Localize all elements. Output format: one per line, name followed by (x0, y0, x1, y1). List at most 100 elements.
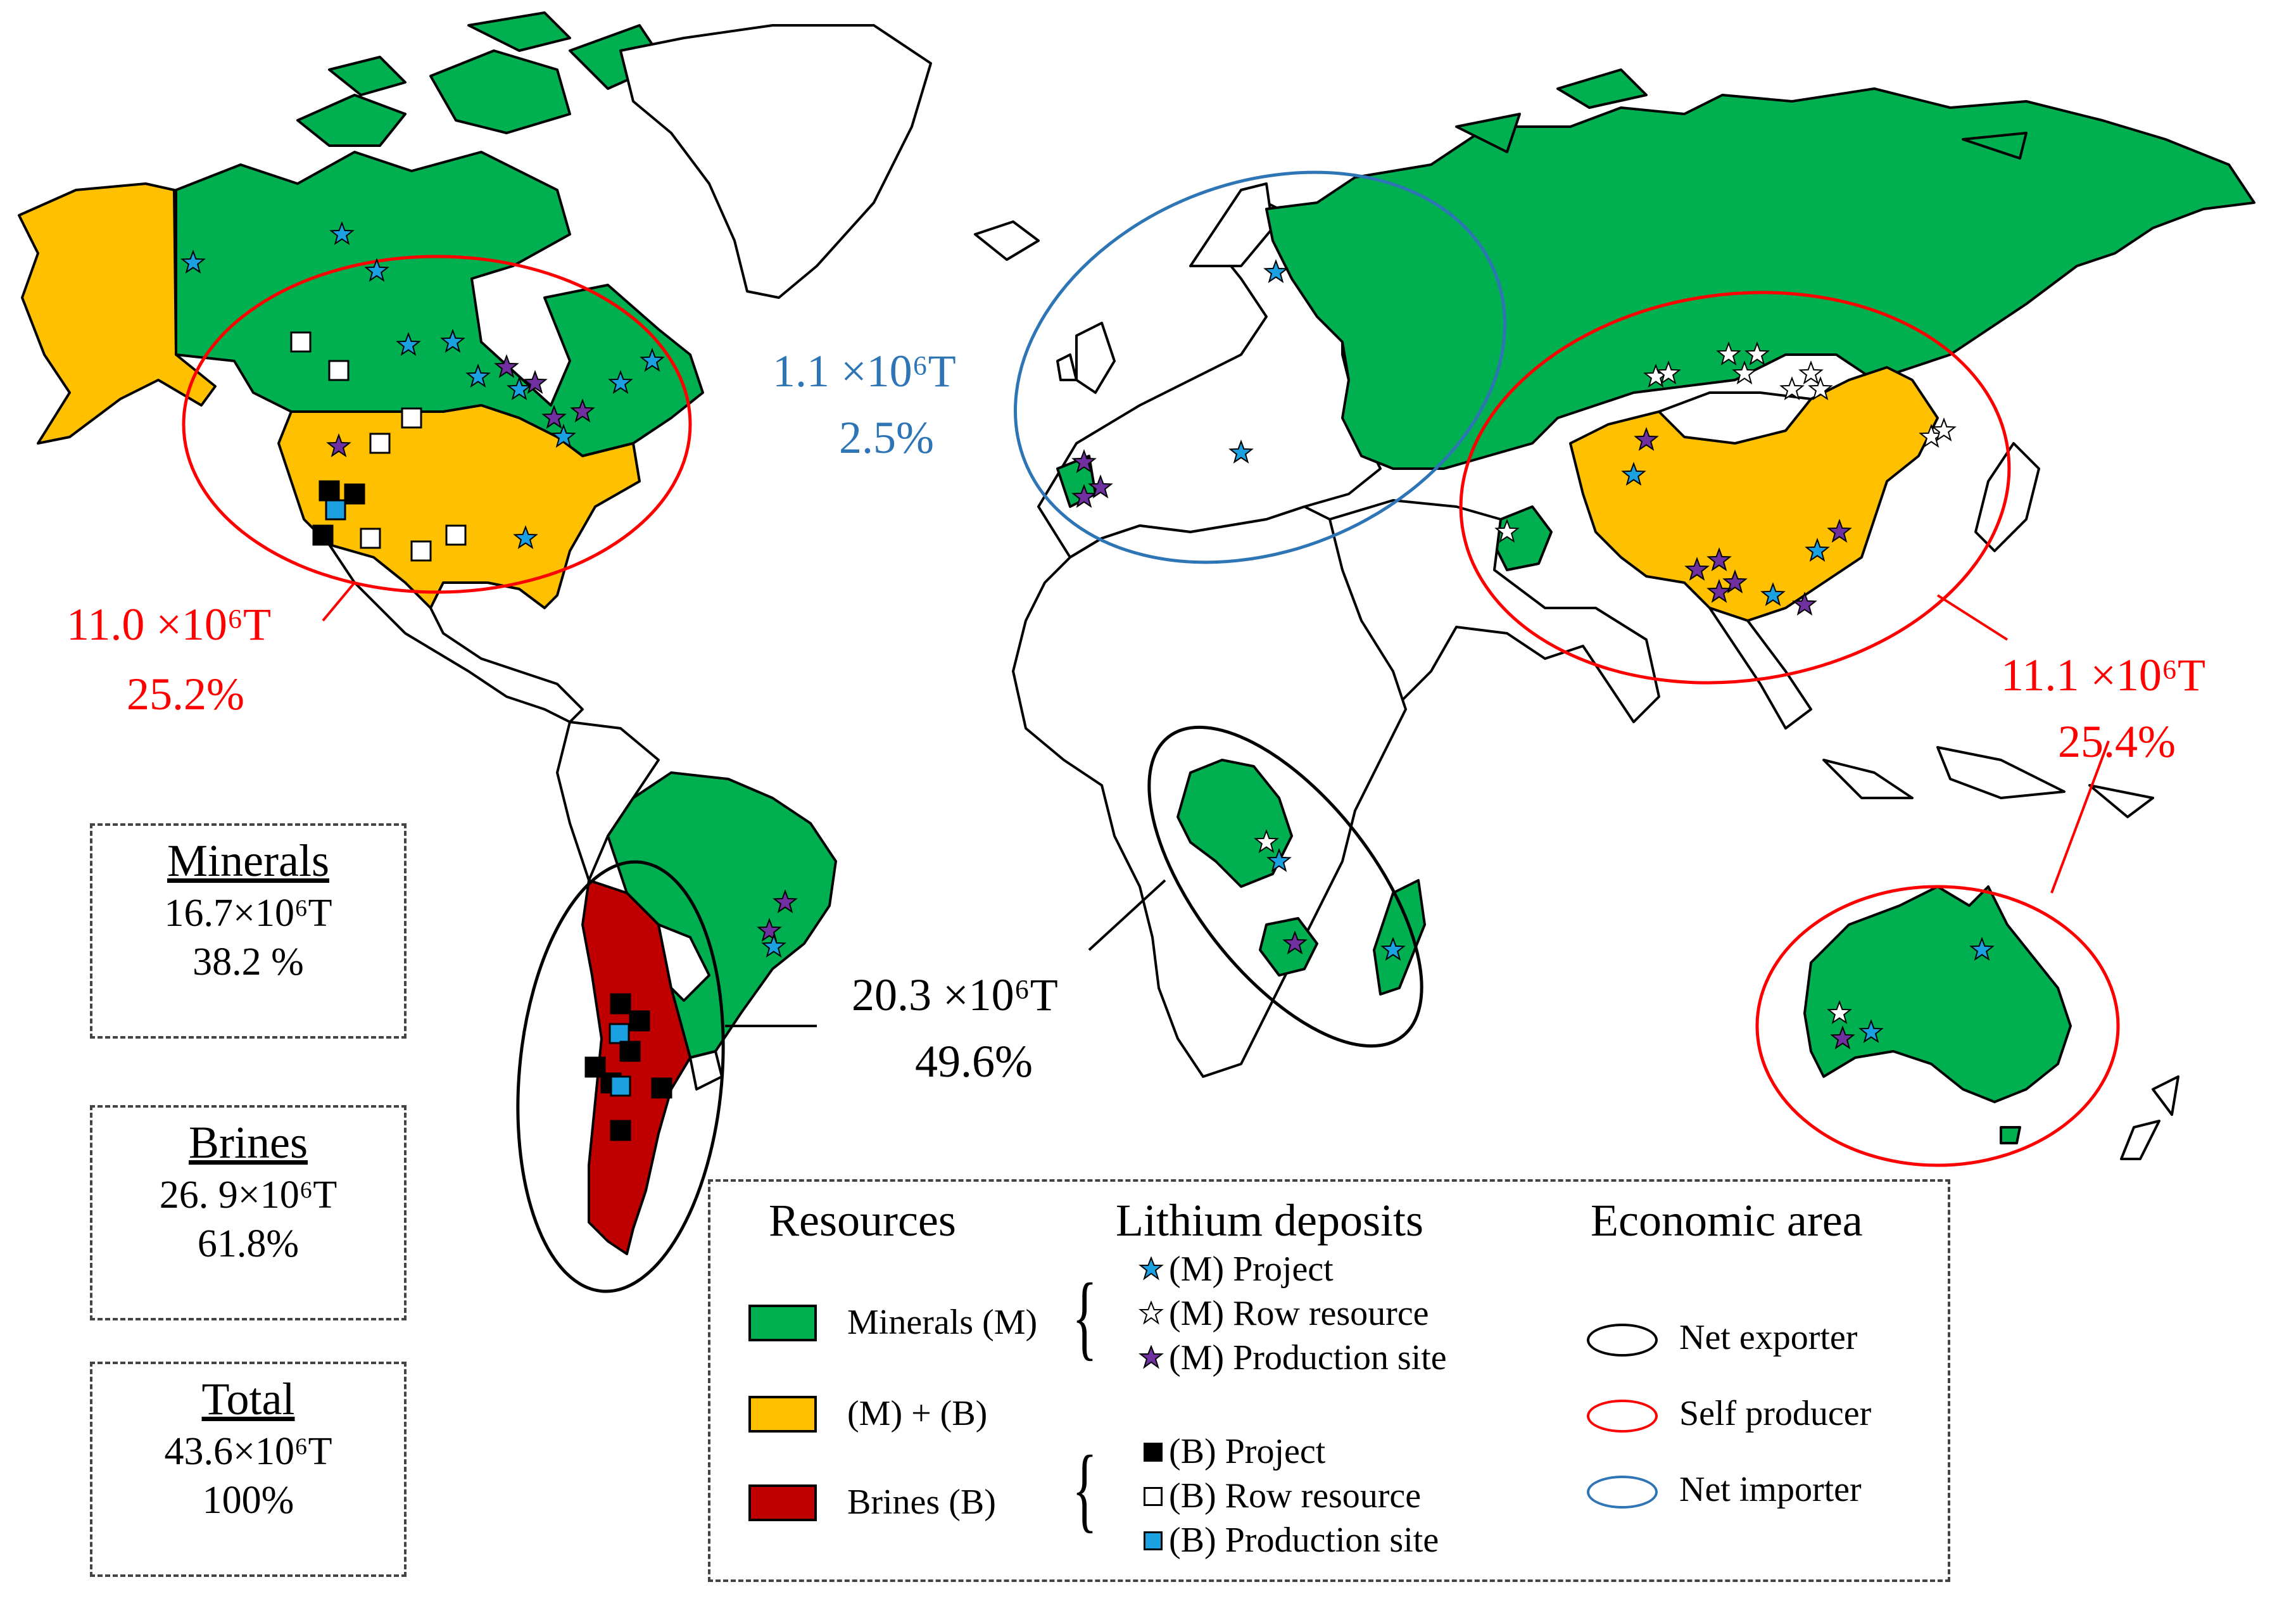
asia-ellipse (1459, 291, 2011, 685)
deposit-star-white (1779, 376, 1805, 400)
b-production-site-label: (B) Production site (1169, 1521, 1439, 1560)
deposit-star-purple (1071, 449, 1097, 473)
deposit-star-blue (761, 933, 786, 958)
deposit-star-purple (1282, 930, 1308, 954)
deposit-star-blue (1858, 1019, 1884, 1043)
north-america-amount: 11.0 ×10⁶T (66, 599, 271, 650)
south-america-ellipse (516, 860, 725, 1293)
deposit-star-blue (513, 525, 538, 549)
deposit-star-blue (551, 424, 576, 448)
deposit-star-white (1732, 360, 1757, 384)
minerals-summary-box: Minerals 16.7×10⁶T 38.2 % (90, 823, 407, 1039)
new-zealand (2120, 1075, 2179, 1160)
indonesia (1822, 746, 2154, 818)
europe-ellipse (1014, 170, 1506, 564)
australia (1803, 885, 2072, 1103)
deposit-square-black (344, 483, 365, 505)
deposit-star-purple (570, 398, 595, 422)
deposit-star-blue (1266, 848, 1292, 872)
deposit-star-white (1716, 341, 1741, 365)
total-summary-title: Total (201, 1374, 295, 1424)
deposit-star-purple (1684, 557, 1710, 581)
deposit-square-white (360, 528, 381, 549)
m-project-label: (M) Project (1169, 1250, 1334, 1289)
asia-percent: 25.4% (2058, 716, 2176, 767)
net-importer-label: Net importer (1679, 1470, 1862, 1509)
deposit-star-blue (440, 329, 465, 353)
legend-resources-heading: Resources (769, 1195, 956, 1246)
legend-deposits-heading: Lithium deposits (1116, 1195, 1423, 1246)
brines-swatch-label: Brines (B) (847, 1483, 996, 1522)
deposit-square-white (290, 331, 312, 353)
legend-economic-heading: Economic area (1591, 1195, 1863, 1246)
deposit-star-blue (329, 221, 355, 245)
deposit-star-purple (326, 433, 351, 457)
tasmania (2000, 1126, 2021, 1144)
asia-leader (1936, 594, 2009, 641)
deposit-star-purple (1830, 1025, 1855, 1049)
deposit-star-white (1744, 341, 1770, 365)
map-legend: Resources Lithium deposits Economic area… (708, 1179, 1950, 1582)
total-summary-amount: 43.6×10⁶T (164, 1430, 332, 1473)
minerals-summary-percent: 38.2 % (192, 940, 304, 984)
deposit-star-white (1254, 829, 1279, 853)
canada-islands (296, 11, 666, 147)
net-exporter-label: Net exporter (1679, 1318, 1858, 1357)
minerals-brines-swatch (748, 1396, 817, 1433)
deposit-star-white (1827, 1000, 1852, 1024)
deposit-star-white (1798, 360, 1824, 384)
deposit-star-blue (1805, 538, 1830, 562)
deposit-star-purple (1634, 427, 1659, 451)
m-production-site-label: (M) Production site (1169, 1338, 1447, 1377)
brines-summary-percent: 61.8% (197, 1222, 300, 1265)
b-row-resource-square-icon (1144, 1487, 1163, 1506)
deposit-star-purple (522, 370, 548, 394)
deposit-star-blue (1263, 259, 1289, 283)
deposit-star-blue (364, 258, 389, 282)
brines-summary-box: Brines 26. 9×10⁶T 61.8% (90, 1105, 407, 1320)
self-producer-oval-icon (1587, 1400, 1658, 1433)
deposit-square-white (445, 524, 467, 546)
africa (1012, 505, 1426, 1078)
uk-ireland (1056, 322, 1116, 394)
deposit-markers (180, 221, 1995, 1141)
deposit-star-blue (465, 364, 491, 388)
iceland (974, 220, 1040, 261)
dr-congo (1176, 759, 1293, 888)
deposit-star-purple (541, 405, 567, 429)
deposit-star-purple (1706, 579, 1732, 603)
m-row-resource-star-icon (1139, 1301, 1164, 1325)
deposit-star-white (1656, 360, 1681, 384)
north-america (18, 11, 932, 723)
b-project-square-icon (1144, 1443, 1163, 1462)
deposit-star-purple (1088, 474, 1113, 498)
oceania (1803, 885, 2179, 1160)
b-project-label: (B) Project (1169, 1432, 1326, 1471)
australia-ellipse (1755, 885, 2120, 1167)
south-america-africa-amount: 20.3 ×10⁶T (852, 970, 1058, 1020)
deposit-star-purple (494, 354, 519, 378)
europe-amount: 1.1 ×10⁶T (773, 346, 956, 396)
deposit-star-blue (1969, 937, 1995, 961)
deposit-star-purple (1792, 592, 1817, 616)
deposit-star-purple (757, 918, 782, 942)
brines-brace: { (1072, 1436, 1097, 1541)
minerals-summary-title: Minerals (167, 835, 329, 886)
minerals-brace: { (1072, 1264, 1097, 1369)
deposit-square-black (629, 1010, 650, 1032)
deposit-square-black (610, 993, 631, 1015)
north-america-ellipse (182, 255, 692, 594)
deposit-star-blue (1380, 937, 1406, 961)
deposit-star-blue (608, 370, 633, 394)
deposit-square-black (619, 1041, 641, 1062)
brines-summary-amount: 26. 9×10⁶T (159, 1174, 337, 1217)
total-summary-box: Total 43.6×10⁶T 100% (90, 1362, 407, 1577)
deposit-star-purple (1706, 547, 1732, 571)
deposit-star-blue (507, 376, 532, 400)
deposit-star-white (1494, 519, 1520, 543)
deposit-square-white (410, 540, 432, 562)
deposit-square-black (651, 1077, 672, 1099)
deposit-star-blue (396, 332, 421, 356)
deposit-star-blue (1621, 462, 1646, 486)
africa-leader (1088, 879, 1166, 951)
